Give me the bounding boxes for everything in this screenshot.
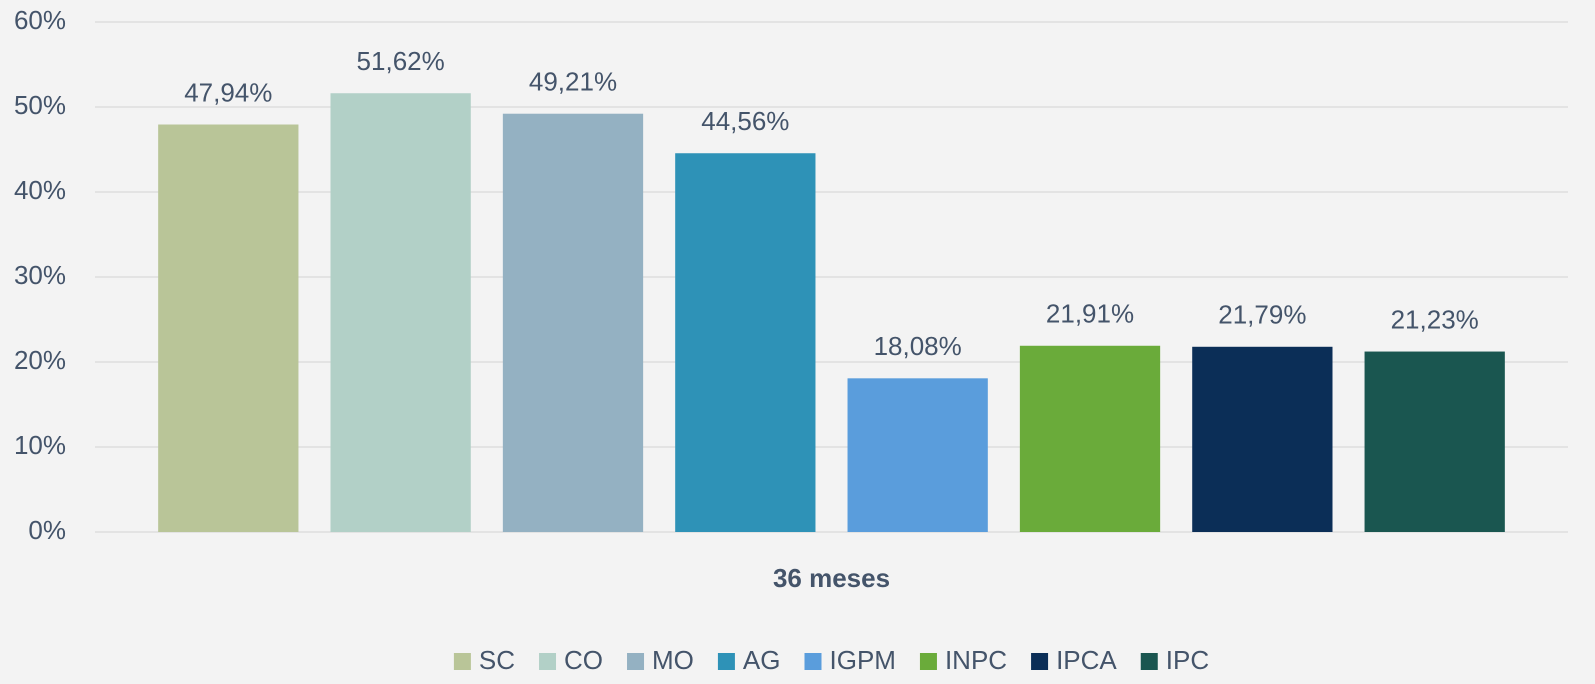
bar [1192,346,1333,532]
y-tick-label: 50% [14,90,66,120]
value-label: 18,08% [874,331,962,361]
legend-swatch [804,653,822,670]
bar [158,124,299,532]
y-tick-label: 10% [14,430,66,460]
legend-swatch [919,653,937,670]
legend-swatch [1140,653,1158,670]
legend-label: IGPM [829,645,895,675]
legend-swatch [627,653,645,670]
y-tick-label: 60% [14,5,66,35]
value-label: 21,23% [1391,304,1479,334]
value-label: 51,62% [357,46,445,76]
legend-swatch [453,653,471,670]
value-label: 21,79% [1218,300,1306,330]
bar [1019,345,1161,532]
y-tick-label: 30% [14,260,66,290]
legend-label: AG [743,645,781,675]
legend-swatch [1031,653,1049,670]
legend-swatch [539,653,557,670]
y-tick-label: 0% [28,515,66,545]
legend-label: IPC [1166,645,1209,675]
bar [847,378,988,532]
legend-label: MO [652,645,694,675]
bar [502,113,644,532]
value-label: 49,21% [529,67,617,97]
legend-label: CO [564,645,603,675]
bar [330,93,471,532]
bar [1364,351,1505,532]
bar [675,153,816,533]
value-label: 47,94% [184,77,272,107]
value-label: 21,91% [1046,299,1134,329]
y-tick-label: 40% [14,175,66,205]
y-tick-label: 20% [14,345,66,375]
legend: SC CO MO AG IGPM INPC IPCA IPC [453,645,1209,675]
x-tick-label: 36 meses [773,563,890,593]
legend-label: SC [479,645,515,675]
legend-label: IPCA [1056,645,1117,675]
value-label: 44,56% [701,106,789,136]
legend-label: INPC [945,645,1007,675]
legend-swatch [717,653,735,670]
